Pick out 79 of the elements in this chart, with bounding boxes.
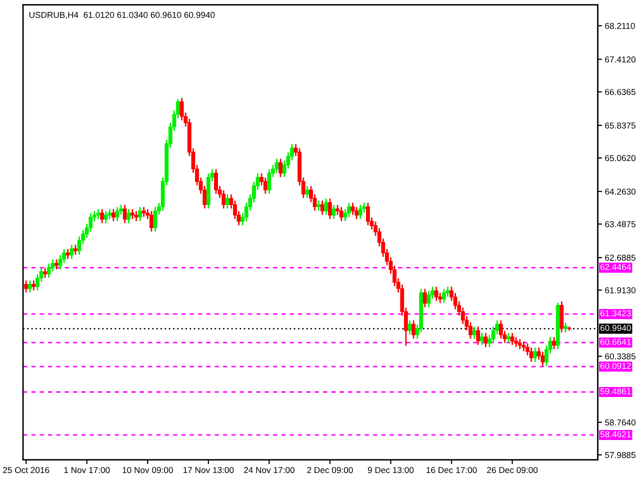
candlestick	[354, 206, 359, 220]
y-tick-label: 65.8375	[605, 122, 636, 129]
ref-line-label: 62.4464	[600, 264, 631, 270]
y-tick-label: 64.2630	[605, 188, 636, 195]
candlestick	[358, 204, 362, 220]
y-tick-label: 62.6885	[605, 254, 636, 261]
candlestick	[480, 332, 484, 346]
candlestick	[408, 320, 412, 335]
candlestick	[70, 244, 74, 260]
candlestick	[328, 198, 332, 220]
candlestick	[560, 301, 564, 333]
candlestick	[111, 208, 116, 222]
candlestick	[24, 280, 28, 293]
x-tick-label: 16 Dec 17:00	[426, 467, 477, 474]
ref-line-label: 60.9940	[600, 324, 631, 332]
candlestick	[222, 190, 226, 209]
x-tick-label: 1 Nov 17:00	[64, 467, 110, 474]
x-tick-label: 26 Dec 09:00	[487, 467, 538, 474]
y-tick-label: 67.4120	[605, 56, 636, 62]
candlestick	[346, 202, 351, 218]
candlestick	[214, 169, 218, 194]
x-tick-label: 24 Nov 17:00	[244, 467, 294, 474]
x-tick-label: 25 Oct 2016	[3, 467, 50, 474]
candlestick	[278, 158, 283, 178]
x-tick-label: 10 Nov 09:00	[122, 467, 173, 474]
candlestick	[122, 204, 127, 224]
candlestick	[533, 347, 538, 362]
candlestick	[225, 194, 230, 209]
candlestick	[320, 200, 324, 215]
candlestick	[46, 264, 51, 278]
x-tick-label: 17 Nov 13:00	[183, 467, 234, 474]
x-tick-label: 2 Dec 09:00	[307, 467, 353, 474]
y-tick-label: 63.4875	[605, 221, 636, 228]
candlestick	[153, 206, 158, 232]
y-tick-label: 57.9885	[605, 452, 636, 458]
candlestick	[529, 347, 534, 362]
candlestick	[274, 158, 279, 173]
candlestick	[540, 352, 545, 366]
y-tick-label: 61.9130	[605, 287, 636, 294]
candlestick	[305, 186, 310, 198]
candlestick	[339, 206, 344, 222]
candlestick	[350, 202, 355, 215]
candlestick	[498, 320, 503, 339]
candlestick	[567, 326, 572, 331]
candlestick	[434, 286, 438, 302]
ref-line-label: 58.4621	[600, 431, 631, 438]
y-tick-label: 65.0620	[605, 155, 636, 162]
candlestick	[522, 341, 526, 352]
y-tick-label: 60.3385	[605, 353, 636, 360]
ref-line-label: 60.0912	[600, 362, 631, 369]
y-tick-label: 68.2110	[605, 22, 635, 29]
candlestick	[104, 211, 108, 224]
candlestick	[476, 326, 480, 346]
candlestick	[484, 332, 488, 348]
candlestick	[263, 177, 268, 194]
y-tick-label: 66.6365	[605, 88, 636, 96]
candlestick	[472, 326, 476, 339]
ref-line-label: 60.6641	[600, 338, 631, 345]
candlestick	[552, 336, 556, 350]
text: USDRUB,H4 61.0120 61.0340 60.9610 60.9940	[29, 12, 215, 19]
candlestick	[412, 320, 416, 339]
x-tick-label: 9 Dec 13:00	[368, 467, 414, 474]
candlestick	[115, 206, 120, 222]
candlestick	[28, 280, 32, 293]
candlestick	[510, 332, 514, 346]
candlestick	[332, 204, 336, 220]
ref-line-label: 59.4861	[600, 388, 631, 394]
candlestick	[100, 208, 104, 224]
y-tick-label: 58.7640	[605, 419, 636, 426]
candlestick	[138, 206, 142, 222]
candlestick	[149, 211, 154, 232]
candlestick	[324, 198, 328, 215]
candlestick	[422, 288, 427, 308]
candlestick	[366, 202, 370, 226]
candlestick	[442, 288, 446, 304]
candlestick	[518, 339, 522, 350]
ref-line-label: 61.3423	[600, 310, 631, 316]
candlestick	[267, 169, 272, 194]
candlestick	[126, 208, 131, 224]
